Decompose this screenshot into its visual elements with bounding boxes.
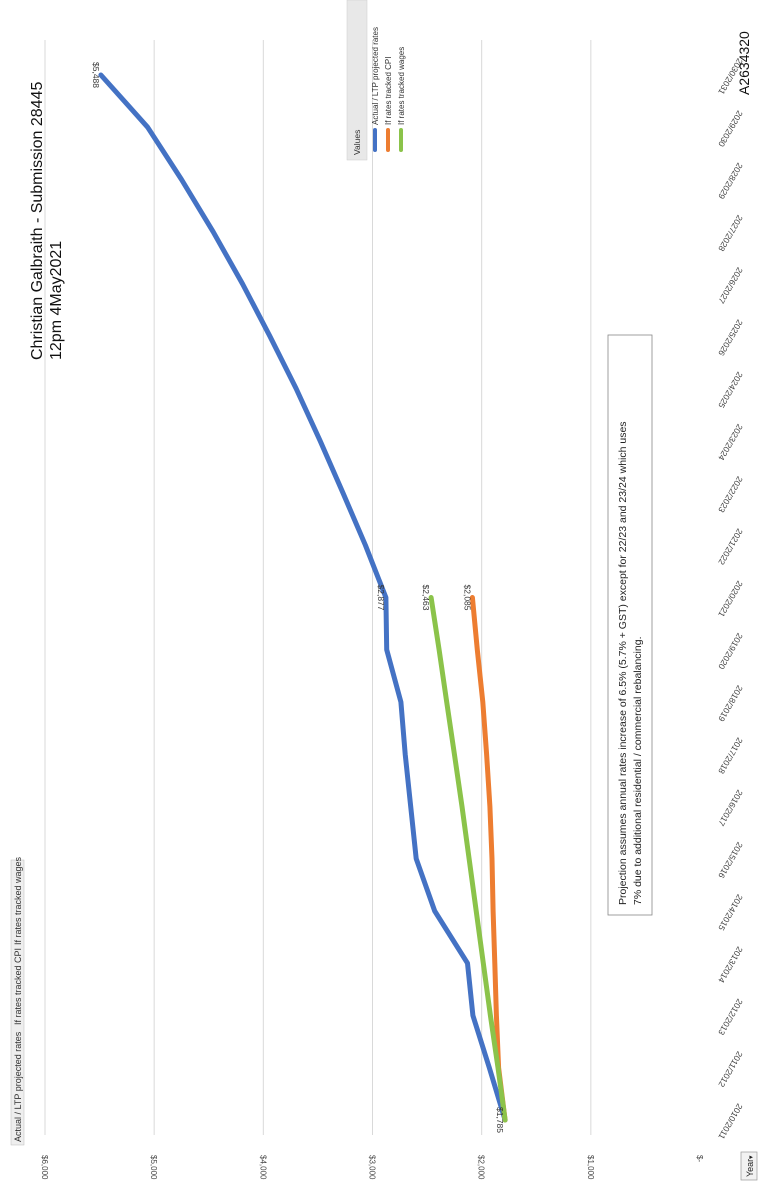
y-tick-label: $5,000	[149, 1155, 158, 1180]
note-box	[607, 334, 653, 916]
legend-item-label: Actual / LTP projected rates	[371, 27, 380, 125]
data-label: $5,488	[91, 62, 101, 88]
legend-header-label: Values	[352, 130, 362, 155]
chevron-down-icon: ▾	[748, 1155, 755, 1159]
note-line-1: Projection assumes annual rates increase…	[617, 421, 629, 905]
series-line-2	[469, 595, 508, 1123]
data-labels: $1,785 $2,877 $2,463 $2,085 $5,488	[91, 62, 505, 1133]
data-label: $2,877	[376, 585, 386, 611]
note-text: Projection assumes annual rates increase…	[617, 421, 644, 905]
year-button-label: Year	[745, 1159, 755, 1177]
data-label: $2,463	[421, 585, 431, 611]
doc-id-block: A2634320	[736, 31, 752, 95]
y-tick-label: $4,000	[258, 1155, 267, 1180]
y-tick-label: $1,000	[586, 1155, 595, 1180]
data-label: $2,085	[462, 585, 472, 611]
year-button-frame[interactable]	[740, 1151, 758, 1181]
title-block: Christian Galbraith - Submission 28445 1…	[29, 82, 65, 360]
series-line-3	[428, 595, 508, 1123]
doc-id: A2634320	[736, 31, 752, 95]
field-tag-2[interactable]: If rates tracked CPI	[13, 948, 23, 1025]
data-label: $1,785	[495, 1107, 505, 1133]
note-line-2: 7% due to additional residential / comme…	[632, 637, 644, 905]
field-tag-1[interactable]: Actual / LTP projected rates	[13, 1031, 23, 1142]
legend: Actual / LTP projected rates If rates tra…	[371, 27, 406, 152]
legend-item-label: If rates tracked wages	[397, 47, 406, 125]
year-button[interactable]: Year ▾	[740, 1151, 758, 1181]
legend-item-label: If rates tracked CPI	[384, 57, 393, 125]
page-subtitle: 12pm 4May2021	[48, 241, 65, 360]
field-tag-background	[10, 859, 25, 1146]
y-tick-label: $2,000	[477, 1155, 486, 1180]
y-tick-label: $-	[695, 1155, 704, 1162]
legend-header: Values	[352, 130, 362, 155]
y-axis-ticks: $- $1,000 $2,000 $3,000 $4,000 $5,000 $6,000	[40, 1155, 704, 1180]
y-tick-label: $3,000	[368, 1155, 377, 1180]
y-tick-label: $6,000	[40, 1155, 49, 1180]
series-line-1	[98, 72, 508, 1123]
series-lines	[98, 72, 508, 1123]
field-tag-3[interactable]: If rates tracked wages	[13, 856, 23, 945]
field-tag-bar: Actual / LTP projected rates If rates tr…	[10, 856, 25, 1146]
legend-header-bar	[346, 0, 368, 161]
page-title: Christian Galbraith - Submission 28445	[29, 82, 46, 360]
